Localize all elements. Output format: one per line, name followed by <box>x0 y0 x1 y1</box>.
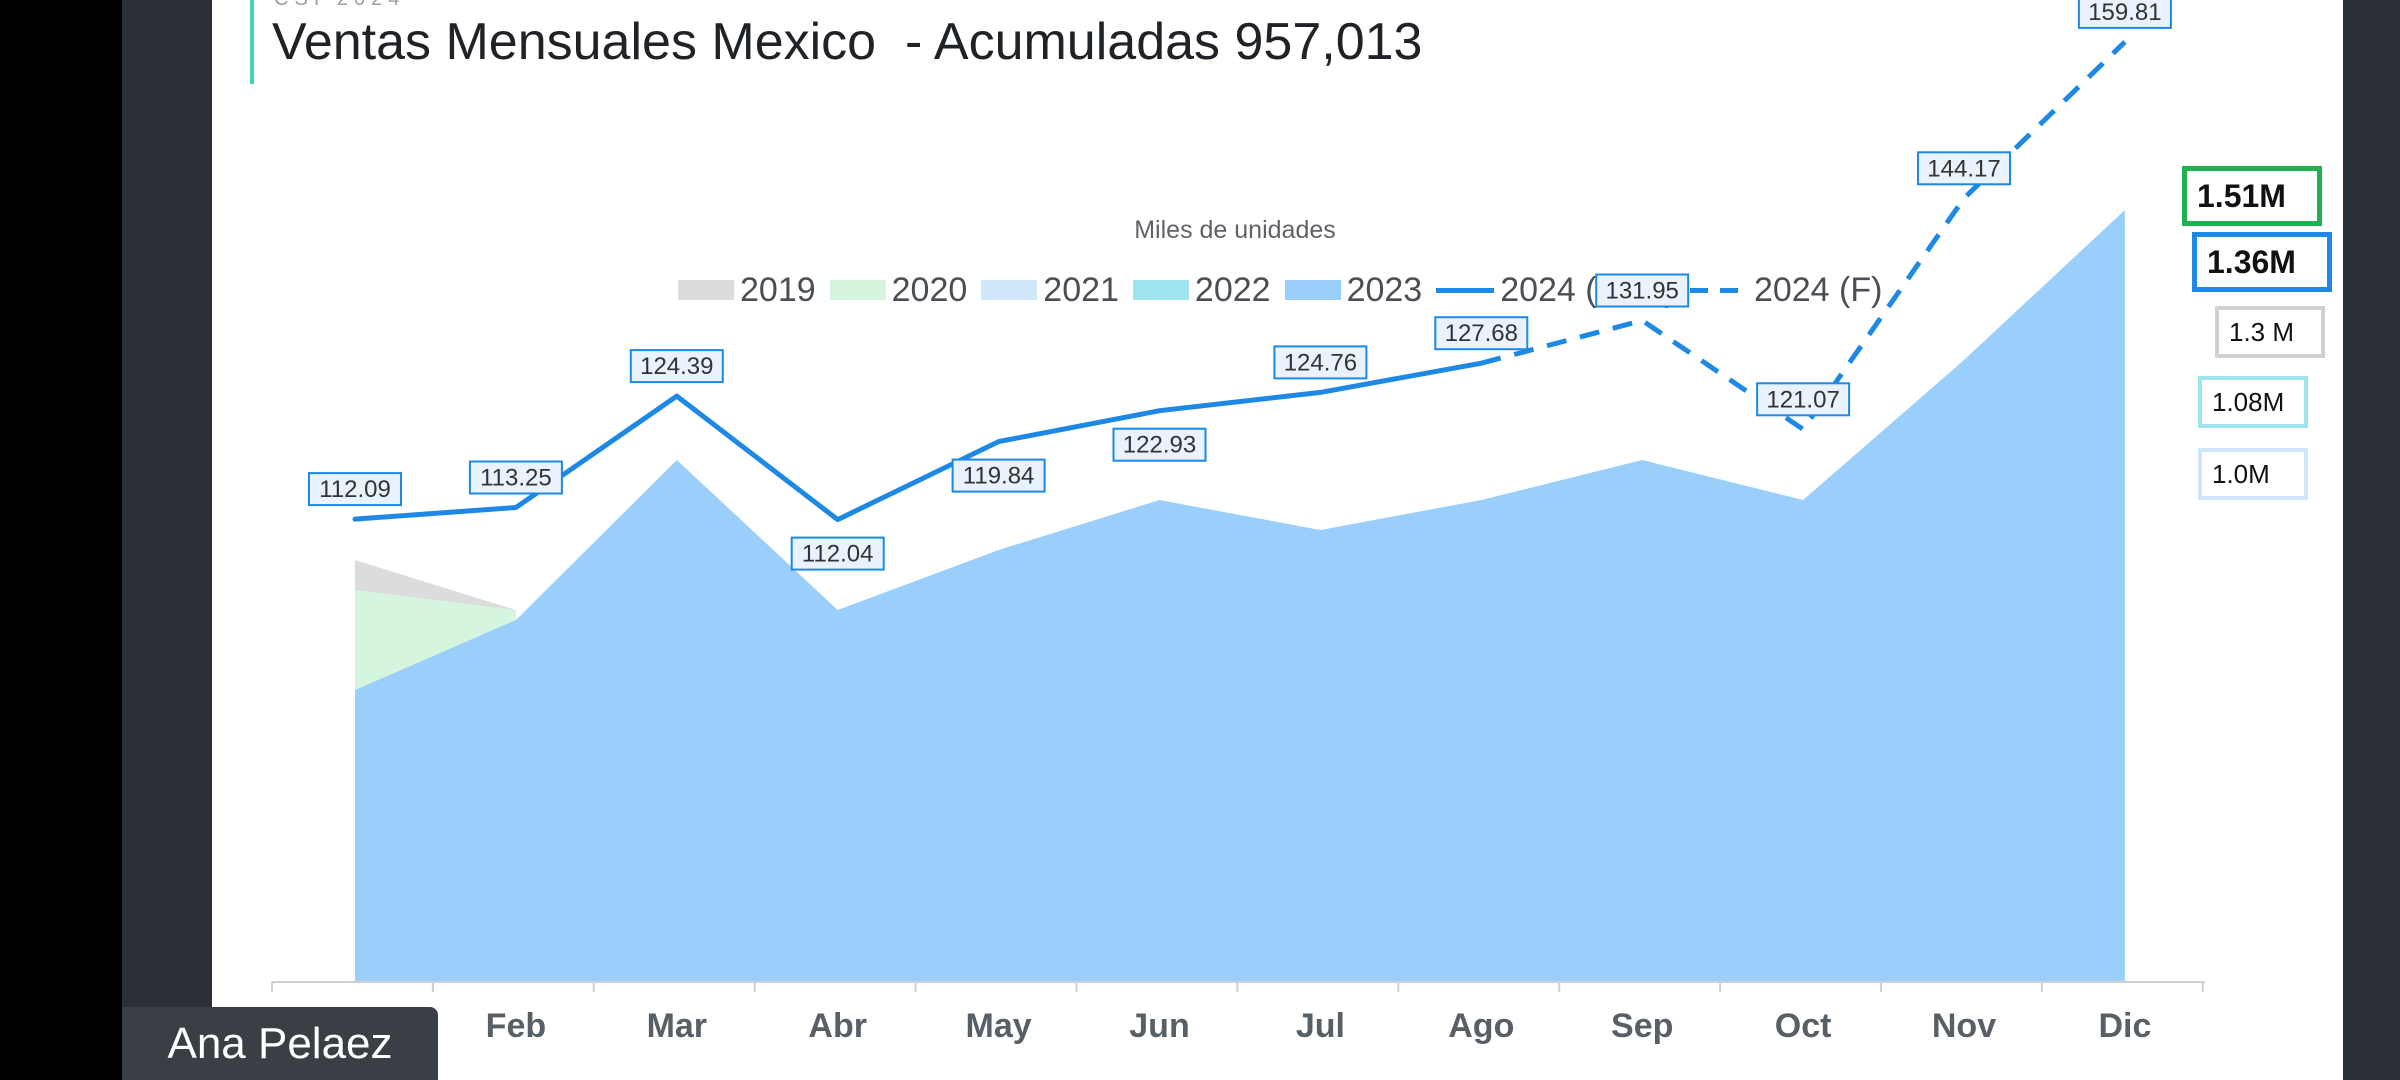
data-label: 112.04 <box>802 541 874 568</box>
right-gutter <box>2343 0 2400 1080</box>
line-series-2024-ytd <box>352 360 1484 523</box>
x-tick-label: Jun <box>1129 1007 1189 1045</box>
data-label: 121.07 <box>1766 386 1839 413</box>
legend-item-2019: 2019 <box>678 271 816 310</box>
legend-item-2020: 2020 <box>829 270 968 310</box>
left-gutter <box>122 0 212 1080</box>
participant-name-tag: Ana Pelaez <box>122 1007 438 1080</box>
area-series-2023 <box>355 210 2125 982</box>
participant-name: Ana Pelaez <box>167 1018 393 1068</box>
data-label: 159.81 <box>2088 0 2161 26</box>
x-tick-label: Feb <box>486 1007 546 1045</box>
data-label: 122.93 <box>1123 432 1196 459</box>
x-tick-label: Oct <box>1775 1007 1832 1045</box>
line-series-2024-forecast <box>1480 40 2127 432</box>
legend-swatch-2020 <box>829 280 886 300</box>
x-tick-label: Sep <box>1611 1007 1673 1045</box>
x-tick-label: Nov <box>1932 1007 1996 1045</box>
x-tick-label: Jul <box>1296 1007 1345 1045</box>
legend-label-2021: 2021 <box>1043 270 1119 309</box>
data-label-box <box>468 460 563 495</box>
data-label-box <box>1917 151 2011 186</box>
data-label-box <box>1434 316 1529 351</box>
data-label: 112.09 <box>319 476 391 503</box>
data-label: 127.68 <box>1445 320 1518 347</box>
data-label: 131.95 <box>1605 278 1678 305</box>
legend-label-2019: 2019 <box>740 270 816 309</box>
x-tick-label: May <box>966 1007 1032 1045</box>
slide-kicker: CSI 2024 <box>274 0 405 11</box>
legend-label-2024-f: 2024 (F) <box>1753 270 1883 309</box>
data-label-box <box>629 349 724 384</box>
legend-item-2024-f: 2024 (F) <box>1689 270 1883 310</box>
legend-swatch-2019 <box>678 280 734 300</box>
data-label-box <box>1756 382 1851 417</box>
data-label: 119.84 <box>963 463 1035 490</box>
data-label: 124.76 <box>1284 349 1357 376</box>
legend-item-2021: 2021 <box>981 271 1119 310</box>
annual-total-box: 1.36M <box>2192 232 2332 292</box>
legend-swatch-2021 <box>981 280 1038 300</box>
data-label: 124.39 <box>640 353 713 380</box>
legend-item-2022: 2022 <box>1132 270 1271 310</box>
x-tick-label: Dic <box>2098 1007 2151 1045</box>
data-label-box <box>790 536 885 571</box>
data-label-box <box>2077 0 2172 29</box>
data-label-box <box>1595 273 1690 308</box>
chart-subtitle: Miles de unidades <box>1134 216 1336 244</box>
x-tick-label: Ago <box>1448 1007 1514 1045</box>
annual-total-box: 1.51M <box>2182 166 2322 226</box>
annual-total-box: 1.3 M <box>2215 306 2325 358</box>
legend-dash-2024-f <box>1689 287 1748 293</box>
legend-swatch-2022 <box>1132 280 1189 300</box>
data-label: 144.17 <box>1927 155 2000 182</box>
legend-label-2020: 2020 <box>891 270 968 309</box>
data-label-box <box>308 472 402 507</box>
data-label: 113.25 <box>480 465 552 492</box>
annual-total-box: 1.0M <box>2198 448 2308 500</box>
page-title: Ventas Mensuales Mexico - Acumuladas 957… <box>272 13 1423 71</box>
data-label-box <box>951 458 1046 493</box>
legend-item-2023: 2023 <box>1284 270 1423 310</box>
legend-label-2022: 2022 <box>1194 270 1271 309</box>
annual-total-box: 1.08M <box>2198 376 2308 428</box>
legend-swatch-2023 <box>1284 280 1341 300</box>
x-tick-label: Abr <box>808 1007 867 1045</box>
legend-line-2024-ytd <box>1436 287 1495 293</box>
legend-label-2023: 2023 <box>1346 270 1423 309</box>
title-accent-bar <box>250 0 254 84</box>
data-label-box <box>1273 345 1368 380</box>
data-label-box <box>1112 427 1207 462</box>
x-tick-label: Mar <box>647 1007 707 1045</box>
